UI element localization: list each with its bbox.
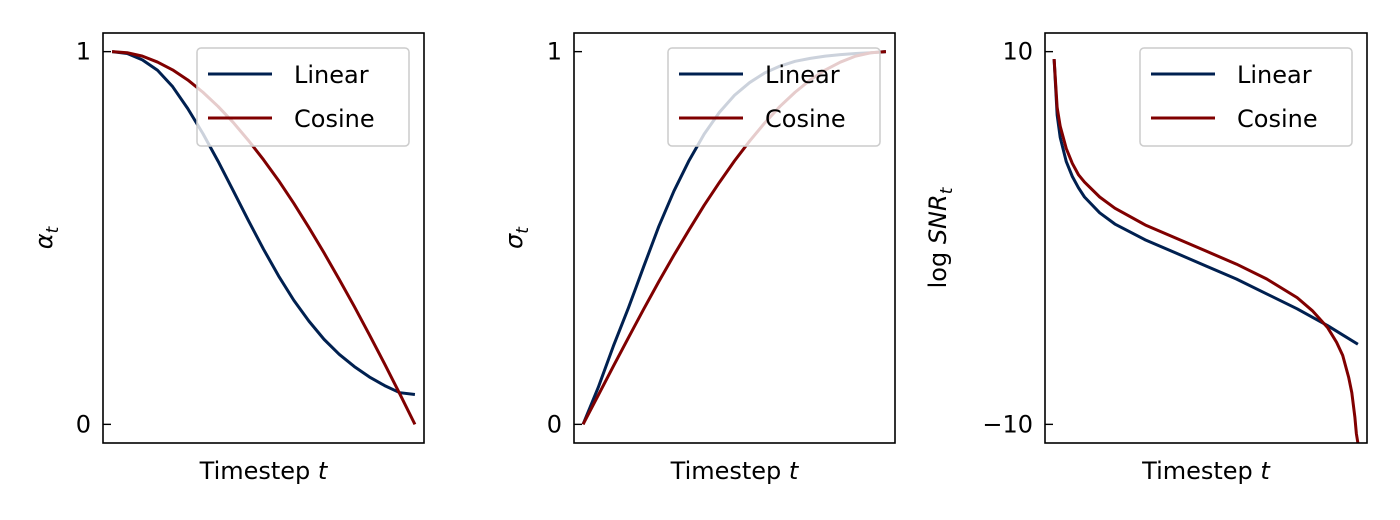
series-line-cosine — [1052, 58, 1360, 443]
series-line-linear — [1052, 59, 1359, 346]
legend-label-linear: Linear — [765, 61, 840, 89]
legend: Linear Cosine — [196, 47, 410, 147]
legend-label-linear: Linear — [1237, 61, 1312, 89]
plot-frame — [573, 32, 896, 444]
legend-label-cosine: Cosine — [765, 105, 846, 133]
y-tick-label: −10 — [982, 410, 1033, 438]
subplot-1: Linear Cosine 0 1 Timestep t αt — [30, 32, 425, 485]
series-line-linear — [111, 50, 416, 397]
y-tick-label: 0 — [547, 410, 562, 438]
x-axis-label: Timestep t — [670, 457, 800, 485]
x-axis-label: Timestep t — [199, 457, 329, 485]
y-axis-label: αt — [30, 225, 63, 249]
legend-label-linear: Linear — [294, 61, 369, 89]
x-axis-label: Timestep t — [1141, 457, 1271, 485]
series-line-cosine — [111, 50, 417, 426]
y-axis-label: σt — [500, 226, 533, 249]
legend-label-cosine: Cosine — [294, 105, 375, 133]
y-tick-label: 1 — [547, 38, 562, 66]
subplot-3: Linear Cosine −10 10 Timestep t log SNRt — [924, 32, 1368, 485]
plot-frame — [1044, 32, 1368, 444]
y-axis-label: log SNRt — [924, 186, 957, 288]
y-tick-label: 1 — [76, 38, 91, 66]
plot-frame — [102, 32, 425, 444]
legend: Linear Cosine — [1139, 47, 1353, 147]
legend-label-cosine: Cosine — [1237, 105, 1318, 133]
y-tick-label: 10 — [1002, 38, 1033, 66]
y-tick-label: 0 — [76, 410, 91, 438]
subplot-2: Linear Cosine 0 1 Timestep t σt — [500, 32, 896, 485]
legend: Linear Cosine — [667, 47, 881, 147]
